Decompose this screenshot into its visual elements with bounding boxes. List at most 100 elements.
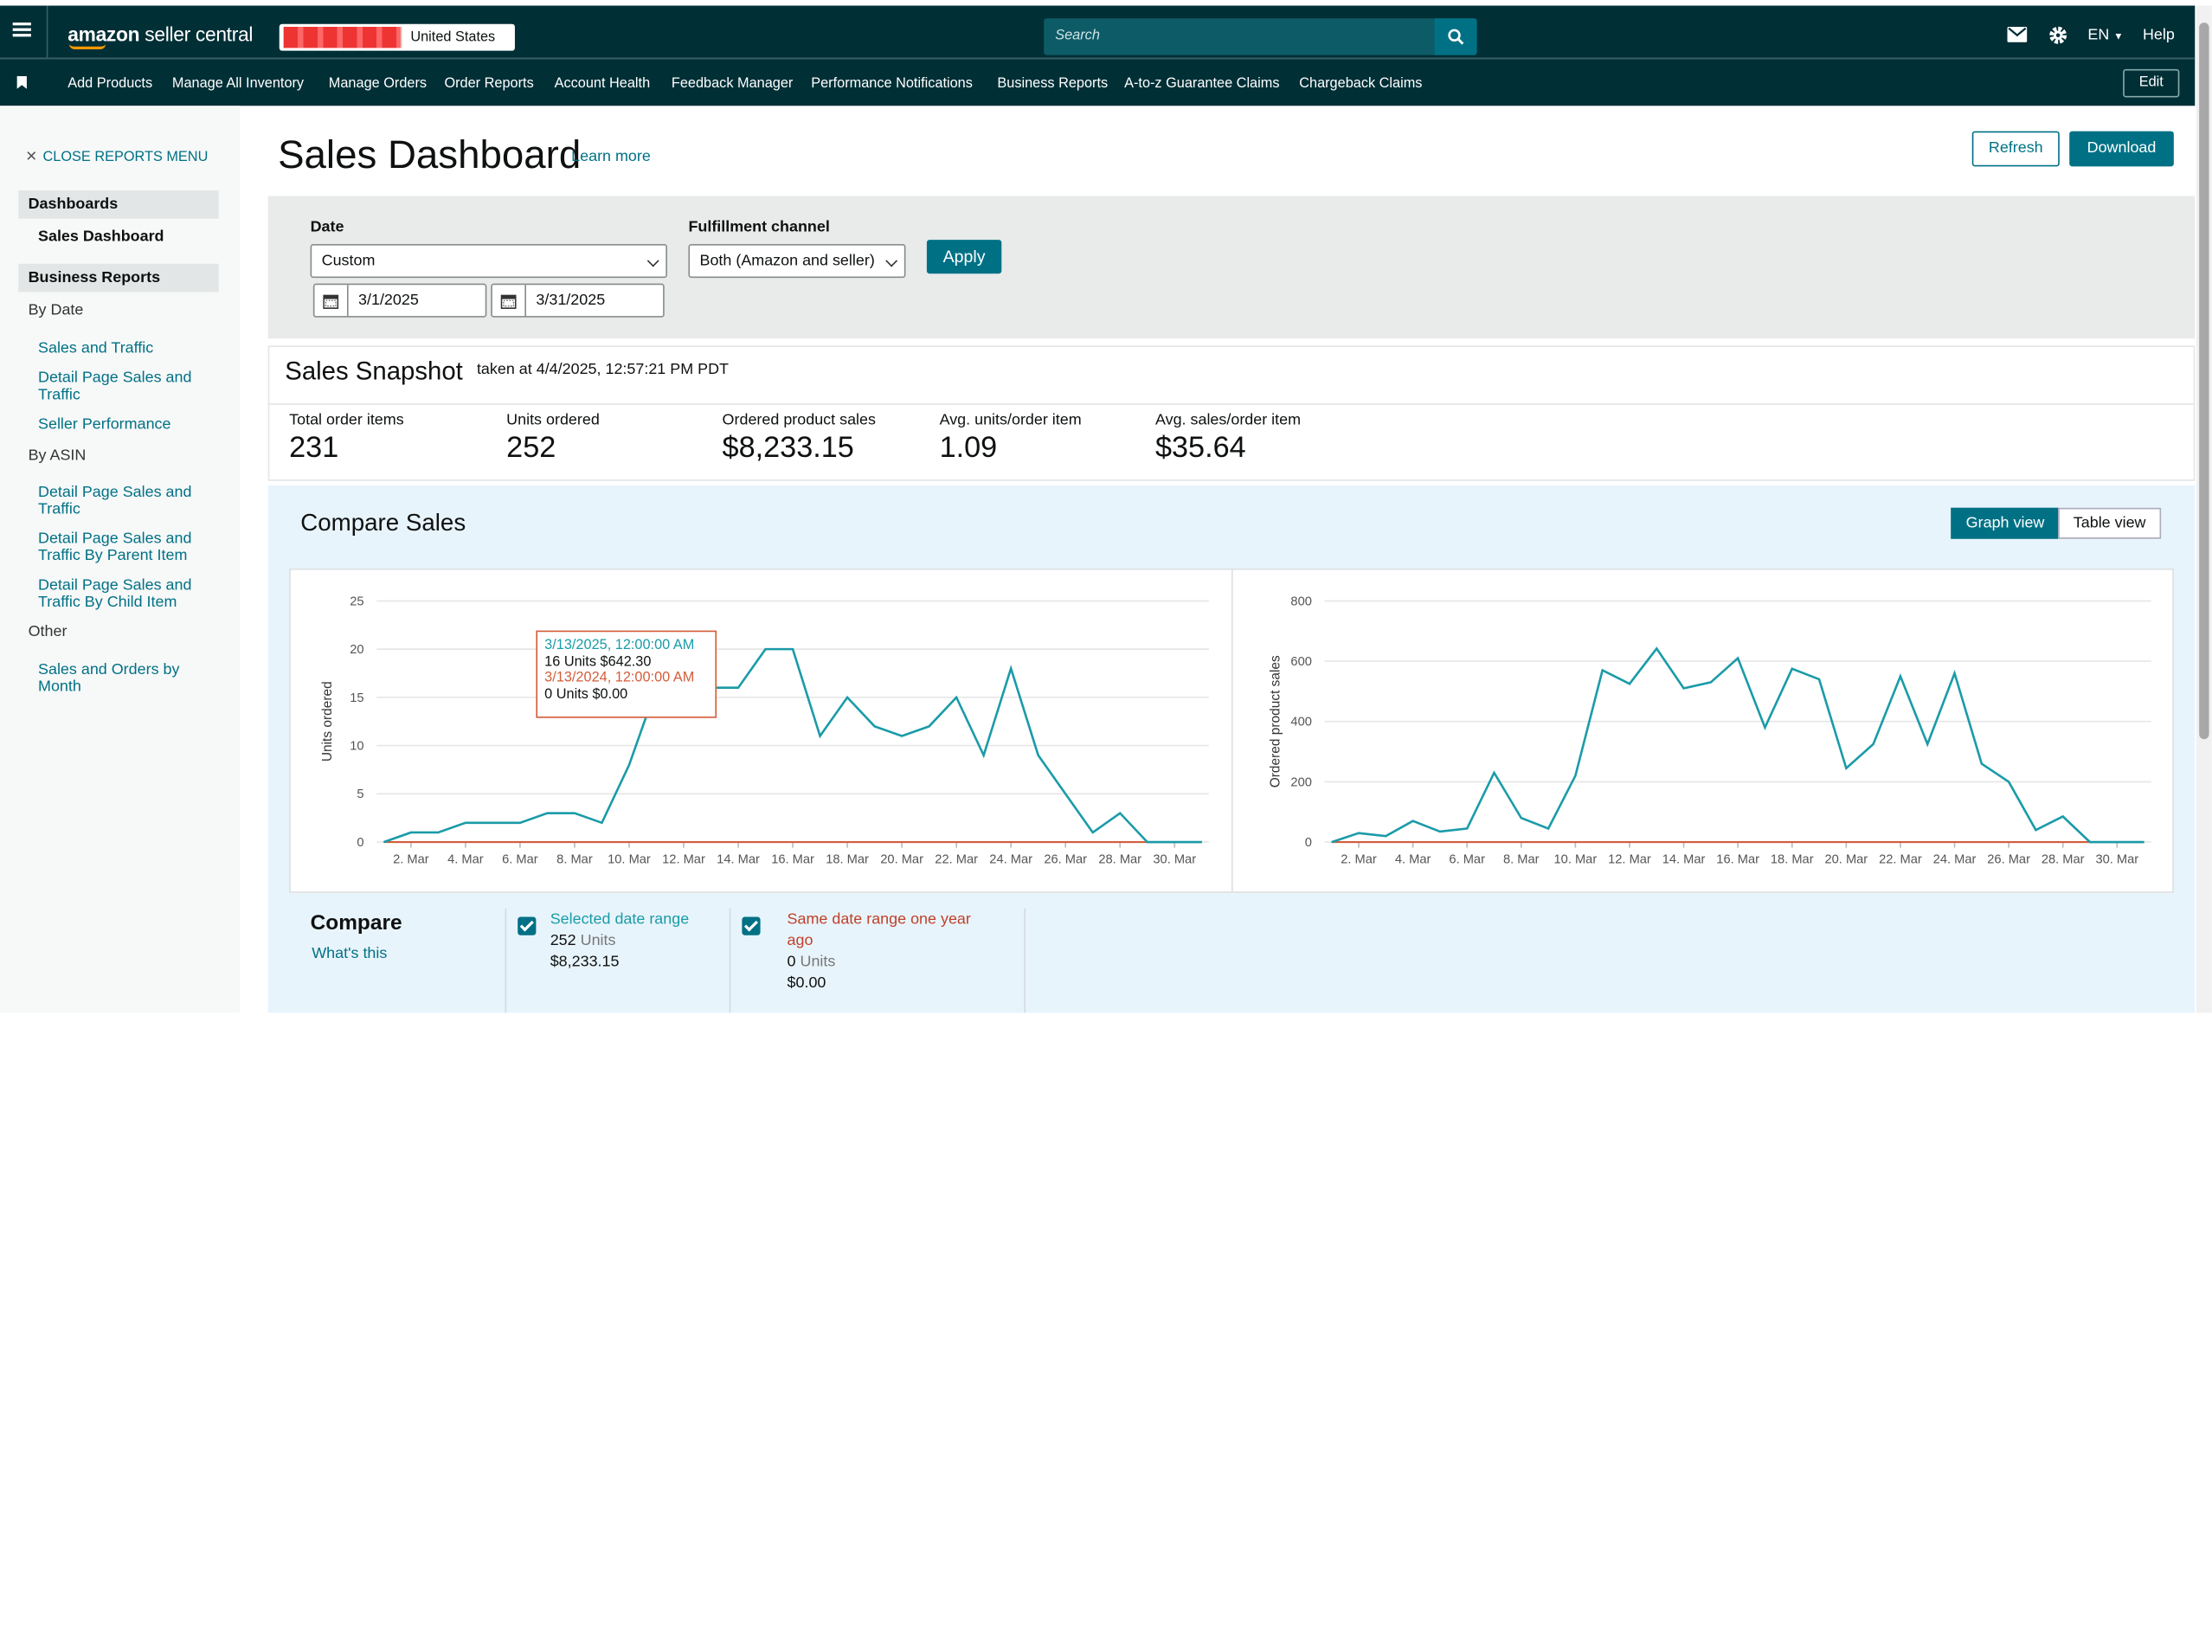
refresh-button[interactable]: Refresh — [1971, 131, 2060, 167]
sidebar-link-sales-and-traffic[interactable]: Sales and Traffic — [38, 339, 154, 357]
help-link[interactable]: Help — [2142, 26, 2175, 44]
search-bar[interactable]: Search — [1044, 18, 1477, 55]
y-tick-label: 10 — [350, 740, 363, 754]
sidebar-group-by-asin: By ASIN — [28, 447, 87, 465]
divider — [1231, 569, 1233, 892]
x-tick-label: 24. Mar — [989, 853, 1032, 867]
nav-manage-all-inventory[interactable]: Manage All Inventory — [171, 76, 305, 92]
selected-range-units: 252 Units — [550, 931, 616, 952]
previous-range-checkbox[interactable] — [742, 916, 761, 935]
y-tick-label: 0 — [1305, 836, 1312, 850]
hamburger-menu-icon[interactable] — [12, 22, 31, 37]
gear-icon[interactable] — [2048, 25, 2068, 45]
whats-this-link[interactable]: What's this — [312, 945, 388, 962]
mail-icon[interactable] — [2007, 26, 2028, 42]
selected-range-checkbox[interactable] — [518, 916, 537, 935]
x-tick-label: 16. Mar — [771, 853, 814, 867]
compare-sales-panel: Compare Sales Graph view Table view 0 5 10… — [267, 485, 2196, 1013]
edit-nav-button[interactable]: Edit — [2123, 68, 2180, 98]
x-tick-label: 12. Mar — [1608, 853, 1651, 867]
previous-range-units: 0 Units — [788, 952, 836, 973]
sidebar-section-business-reports: Business Reports — [18, 263, 219, 292]
start-date-field[interactable]: 3/1/2025 — [312, 283, 487, 318]
x-tick-label: 14. Mar — [717, 853, 760, 867]
compare-previous-range: Same date range one year ago 0 Units $0.… — [729, 908, 1026, 1013]
close-reports-menu[interactable]: ✕ CLOSE REPORTS MENU — [25, 150, 208, 165]
start-date-value: 3/1/2025 — [358, 292, 419, 309]
learn-more-link[interactable]: Learn more — [571, 148, 651, 165]
page-scrollbar[interactable] — [2196, 5, 2212, 1013]
x-tick-label: 20. Mar — [1825, 853, 1868, 867]
fulfillment-channel-select[interactable]: Both (Amazon and seller) — [688, 243, 906, 279]
divider — [46, 5, 48, 58]
sidebar-link-asin-parent-item[interactable]: Detail Page Sales and Traffic By Parent … — [38, 530, 192, 564]
calendar-icon[interactable] — [314, 285, 349, 317]
y-tick-label: 5 — [357, 787, 363, 801]
nav-order-reports[interactable]: Order Reports — [444, 76, 534, 92]
fulfillment-channel-label: Fulfillment channel — [688, 218, 830, 236]
sidebar-link-asin-detail-page[interactable]: Detail Page Sales and Traffic — [38, 484, 192, 518]
series-line-selected-range — [383, 647, 1202, 844]
search-input[interactable]: Search — [1055, 28, 1100, 44]
x-tick-label: 28. Mar — [2042, 853, 2085, 867]
calendar-icon[interactable] — [492, 285, 526, 317]
nav-performance-notifications[interactable]: Performance Notifications — [811, 76, 973, 92]
x-tick-label: 26. Mar — [1044, 853, 1087, 867]
nav-feedback-manager[interactable]: Feedback Manager — [671, 76, 794, 92]
nav-a-to-z-claims[interactable]: A-to-z Guarantee Claims — [1124, 76, 1280, 92]
search-button[interactable] — [1434, 18, 1477, 55]
store-selector[interactable]: United States — [279, 23, 515, 51]
sidebar-group-other: Other — [28, 623, 68, 641]
bookmark-icon[interactable] — [16, 76, 27, 89]
selected-range-label: Selected date range — [550, 910, 690, 929]
search-icon — [1448, 29, 1464, 45]
previous-range-sales: $0.00 — [787, 974, 826, 992]
language-label: EN — [2087, 26, 2110, 44]
tooltip-previous-value: 0 Units $0.00 — [544, 685, 628, 702]
scrollbar-thumb[interactable] — [2199, 22, 2209, 740]
sidebar-link-asin-child-item[interactable]: Detail Page Sales and Traffic By Child I… — [38, 576, 192, 611]
y-tick-label: 25 — [350, 595, 363, 608]
logo-smile-icon — [68, 44, 106, 50]
x-tick-label: 8. Mar — [1503, 853, 1540, 867]
metric-label-units-ordered: Units ordered — [506, 411, 600, 429]
language-selector[interactable]: EN ▼ — [2087, 27, 2123, 44]
x-tick-label: 20. Mar — [880, 853, 923, 867]
x-tick-label: 30. Mar — [1153, 853, 1196, 867]
caret-down-icon: ▼ — [2113, 32, 2124, 42]
nav-add-products[interactable]: Add Products — [68, 76, 153, 92]
date-range-value: Custom — [321, 252, 376, 270]
x-tick-label: 4. Mar — [1395, 853, 1431, 867]
tooltip-current-value: 16 Units $642.30 — [544, 653, 652, 670]
x-tick-label: 30. Mar — [2095, 853, 2138, 867]
seller-central-logo[interactable]: amazon seller central — [68, 22, 253, 50]
nav-bar: Add Products Manage All Inventory Manage… — [0, 57, 2196, 106]
logo-bold: amazon — [68, 22, 140, 46]
nav-account-health[interactable]: Account Health — [554, 76, 651, 92]
tooltip-current-date: 3/13/2025, 12:00:00 AM — [544, 637, 695, 653]
sidebar-group-by-date: By Date — [28, 301, 84, 319]
metric-label-total-order-items: Total order items — [289, 411, 404, 429]
apply-button[interactable]: Apply — [926, 240, 1002, 274]
x-tick-label: 26. Mar — [1987, 853, 2030, 867]
download-button[interactable]: Download — [2069, 131, 2174, 167]
nav-manage-orders[interactable]: Manage Orders — [328, 76, 428, 92]
filter-panel: Date Custom 3/1/2025 3/31/2025 Fulfillme… — [267, 196, 2196, 339]
nav-chargeback-claims[interactable]: Chargeback Claims — [1299, 76, 1423, 92]
sidebar-link-detail-page-sales-traffic[interactable]: Detail Page Sales and Traffic — [38, 370, 192, 404]
nav-business-reports[interactable]: Business Reports — [997, 76, 1109, 92]
page-title: Sales Dashboard — [278, 132, 582, 177]
sidebar-link-seller-performance[interactable]: Seller Performance — [38, 415, 171, 434]
sidebar-link-sales-orders-by-month[interactable]: Sales and Orders by Month — [38, 661, 180, 696]
table-view-button[interactable]: Table view — [2058, 507, 2162, 539]
date-range-select[interactable]: Custom — [310, 243, 667, 279]
top-bar: amazon seller central United States Sear… — [0, 5, 2196, 58]
end-date-field[interactable]: 3/31/2025 — [491, 283, 665, 318]
previous-units-value: 0 — [787, 953, 796, 971]
sidebar-item-sales-dashboard[interactable]: Sales Dashboard — [38, 228, 164, 246]
ordered-sales-chart[interactable]: 0 200 400 600 800 Ordered product sales 2. Mar… — [1233, 570, 2174, 892]
graph-view-button[interactable]: Graph view — [1951, 507, 2060, 539]
units-ordered-chart[interactable]: 0 5 10 15 20 25 Units ordered 2. Mar 4. Mar 6. Ma… — [291, 570, 1231, 892]
compare-sales-title: Compare Sales — [300, 509, 466, 537]
